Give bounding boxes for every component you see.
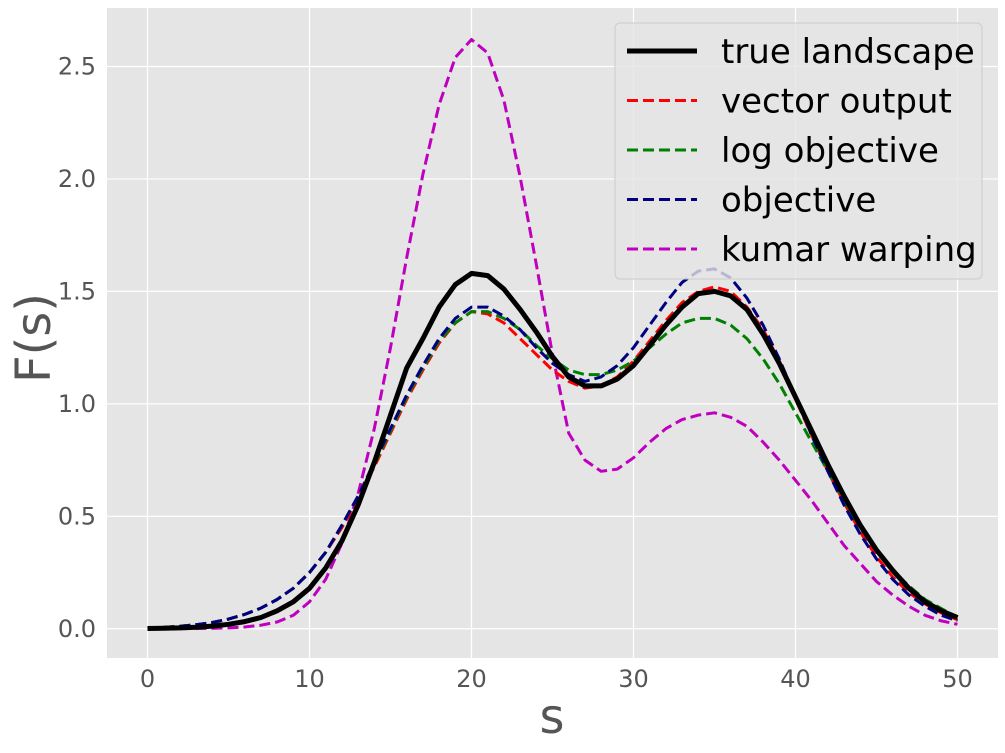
legend: true landscape vector output log objective…	[614, 22, 983, 280]
legend-entry-label: vector output	[721, 82, 952, 122]
legend-entry-label: true landscape	[721, 32, 975, 72]
x-axis-label: s	[539, 689, 564, 745]
x-tick-label: 50	[942, 665, 973, 693]
x-tick-label: 40	[780, 665, 811, 693]
legend-entry-label: kumar warping	[721, 230, 977, 270]
y-tick-label: 2.0	[58, 165, 96, 193]
y-tick-label: 1.0	[58, 390, 96, 418]
legend-box	[614, 22, 983, 280]
y-tick-label: 0.0	[58, 615, 96, 643]
y-tick-label: 2.5	[58, 52, 96, 80]
series-lines	[147, 38, 959, 631]
y-tick-label: 1.5	[58, 277, 96, 305]
legend-entry-label: log objective	[721, 131, 939, 171]
x-tick-label: 20	[456, 665, 487, 693]
series-line-true-landscape	[147, 270, 959, 631]
y-axis-label: F(s)	[6, 293, 62, 383]
y-tick-label: 0.5	[58, 502, 96, 530]
x-tick-label: 0	[140, 665, 155, 693]
x-tick-label: 30	[618, 665, 649, 693]
x-tick-label: 10	[294, 665, 325, 693]
series-line-objective	[147, 267, 958, 630]
x-ticks: 0 10 20 30 40 50	[140, 665, 973, 693]
y-ticks: 0.0 0.5 1.0 1.5 2.0 2.5	[58, 52, 96, 642]
legend-entry-label: objective	[721, 181, 876, 221]
